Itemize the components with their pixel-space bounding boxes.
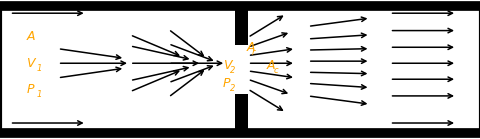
Text: 1: 1 [36,64,42,73]
Text: A: A [246,41,254,54]
Bar [235,94,247,133]
Text: r: r [252,48,255,57]
Text: 1: 1 [36,90,42,99]
Bar [235,6,247,45]
Text: P: P [222,77,230,90]
Text: V: V [222,59,231,72]
Text: 2: 2 [229,66,235,75]
Text: c: c [273,66,278,75]
Text: V: V [26,57,35,70]
Text: A: A [26,30,35,43]
Text: 2: 2 [229,84,235,93]
Text: A: A [266,59,275,72]
Text: P: P [26,83,34,96]
